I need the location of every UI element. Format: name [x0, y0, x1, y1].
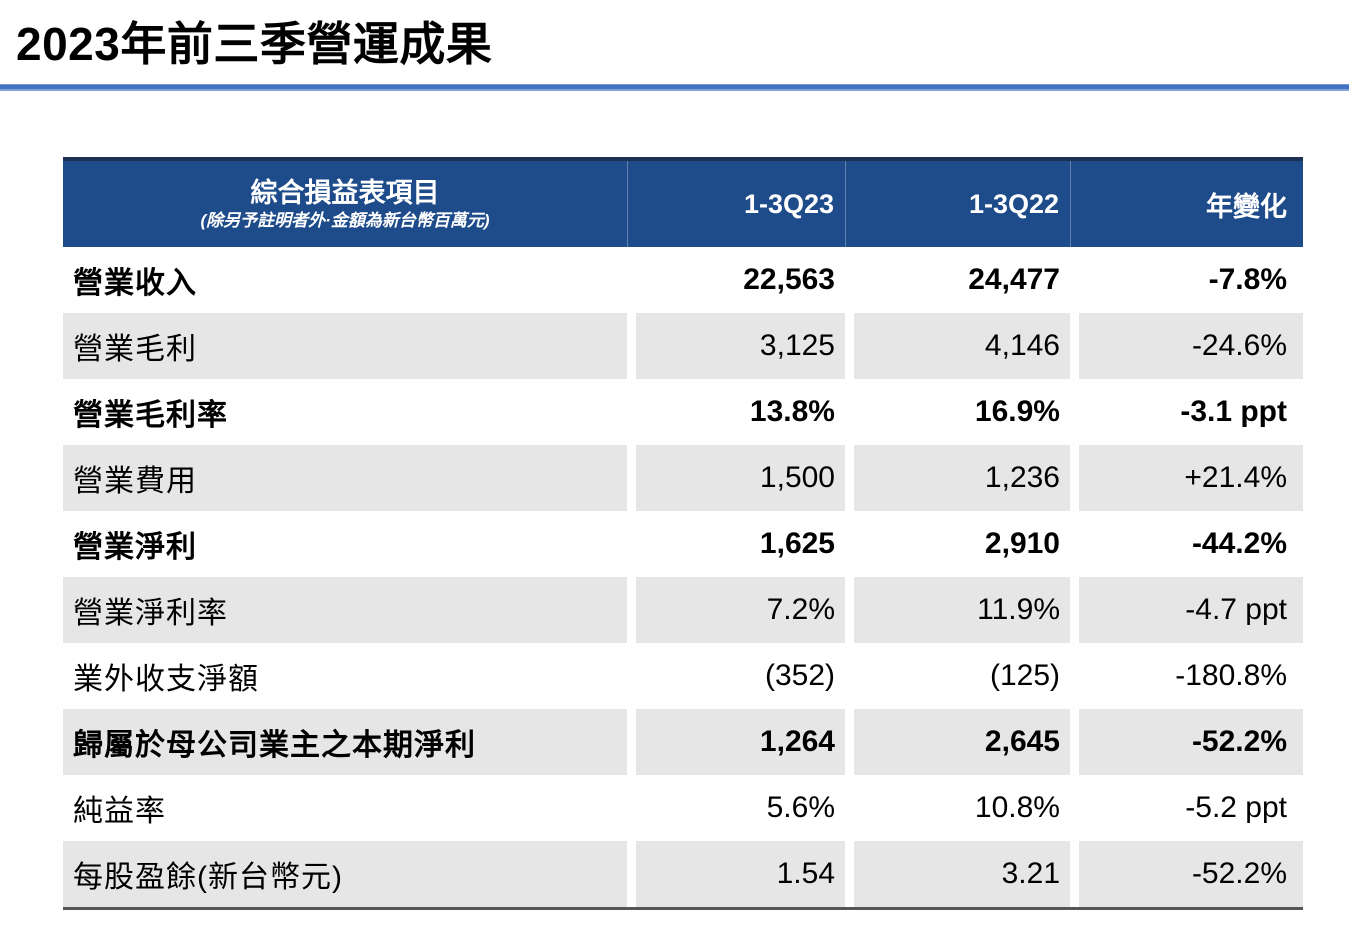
row-label: 業外收支淨額: [63, 643, 627, 709]
row-label: 營業毛利: [63, 313, 627, 379]
value-yoy: +21.4%: [1070, 445, 1303, 511]
table-row: 營業淨利率 7.2% 11.9% -4.7 ppt: [63, 577, 1303, 643]
value-1-3q23: 13.8%: [627, 379, 845, 445]
value-1-3q23: 7.2%: [627, 577, 845, 643]
row-label: 營業費用: [63, 445, 627, 511]
table-header-row: 綜合損益表項目 (除另予註明者外·金額為新台幣百萬元) 1-3Q23 1-3Q2…: [63, 161, 1303, 247]
value-1-3q23: 1,625: [627, 511, 845, 577]
column-header-items: 綜合損益表項目 (除另予註明者外·金額為新台幣百萬元): [63, 161, 627, 247]
table-row: 營業收入 22,563 24,477 -7.8%: [63, 247, 1303, 313]
value-1-3q22: 24,477: [845, 247, 1070, 313]
row-label: 歸屬於母公司業主之本期淨利: [63, 709, 627, 775]
row-label: 純益率: [63, 775, 627, 841]
table-row: 營業毛利率 13.8% 16.9% -3.1 ppt: [63, 379, 1303, 445]
table-row: 營業毛利 3,125 4,146 -24.6%: [63, 313, 1303, 379]
table-header-subtitle: (除另予註明者外·金額為新台幣百萬元): [200, 211, 490, 231]
value-1-3q22: 1,236: [845, 445, 1070, 511]
title-underline: [0, 84, 1349, 91]
value-1-3q22: 2,910: [845, 511, 1070, 577]
value-1-3q22: 4,146: [845, 313, 1070, 379]
value-yoy: -3.1 ppt: [1070, 379, 1303, 445]
table-row: 歸屬於母公司業主之本期淨利 1,264 2,645 -52.2%: [63, 709, 1303, 775]
value-1-3q23: 22,563: [627, 247, 845, 313]
value-1-3q22: 10.8%: [845, 775, 1070, 841]
value-yoy: -52.2%: [1070, 841, 1303, 907]
page-title: 2023年前三季營運成果: [16, 18, 493, 70]
table-row: 業外收支淨額 (352) (125) -180.8%: [63, 643, 1303, 709]
column-header-1-3q23: 1-3Q23: [627, 161, 845, 247]
row-label: 營業淨利率: [63, 577, 627, 643]
row-label: 營業收入: [63, 247, 627, 313]
value-1-3q23: 1.54: [627, 841, 845, 907]
table-body: 營業收入 22,563 24,477 -7.8% 營業毛利 3,125 4,146 -24.6…: [63, 247, 1303, 907]
value-yoy: -5.2 ppt: [1070, 775, 1303, 841]
value-1-3q23: (352): [627, 643, 845, 709]
value-1-3q22: (125): [845, 643, 1070, 709]
value-1-3q22: 2,645: [845, 709, 1070, 775]
table-row: 純益率 5.6% 10.8% -5.2 ppt: [63, 775, 1303, 841]
value-yoy: -44.2%: [1070, 511, 1303, 577]
value-1-3q22: 3.21: [845, 841, 1070, 907]
table-row: 每股盈餘(新台幣元) 1.54 3.21 -52.2%: [63, 841, 1303, 907]
table-row: 營業費用 1,500 1,236 +21.4%: [63, 445, 1303, 511]
row-label: 營業毛利率: [63, 379, 627, 445]
value-1-3q23: 5.6%: [627, 775, 845, 841]
income-statement-table: 綜合損益表項目 (除另予註明者外·金額為新台幣百萬元) 1-3Q23 1-3Q2…: [63, 157, 1303, 910]
value-yoy: -24.6%: [1070, 313, 1303, 379]
value-yoy: -52.2%: [1070, 709, 1303, 775]
table-header-title: 綜合損益表項目: [250, 177, 440, 208]
value-1-3q23: 1,264: [627, 709, 845, 775]
value-yoy: -7.8%: [1070, 247, 1303, 313]
column-header-yoy: 年變化: [1070, 161, 1303, 247]
row-label: 每股盈餘(新台幣元): [63, 841, 627, 907]
value-1-3q23: 1,500: [627, 445, 845, 511]
value-1-3q23: 3,125: [627, 313, 845, 379]
value-1-3q22: 16.9%: [845, 379, 1070, 445]
row-label: 營業淨利: [63, 511, 627, 577]
table-header: 綜合損益表項目 (除另予註明者外·金額為新台幣百萬元) 1-3Q23 1-3Q2…: [63, 161, 1303, 247]
value-yoy: -180.8%: [1070, 643, 1303, 709]
column-header-1-3q22: 1-3Q22: [845, 161, 1070, 247]
income-statement-grid: 綜合損益表項目 (除另予註明者外·金額為新台幣百萬元) 1-3Q23 1-3Q2…: [63, 161, 1303, 907]
value-1-3q22: 11.9%: [845, 577, 1070, 643]
value-yoy: -4.7 ppt: [1070, 577, 1303, 643]
table-row: 營業淨利 1,625 2,910 -44.2%: [63, 511, 1303, 577]
